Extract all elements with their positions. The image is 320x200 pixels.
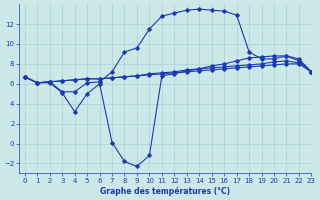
X-axis label: Graphe des températures (°C): Graphe des températures (°C) [100, 186, 230, 196]
